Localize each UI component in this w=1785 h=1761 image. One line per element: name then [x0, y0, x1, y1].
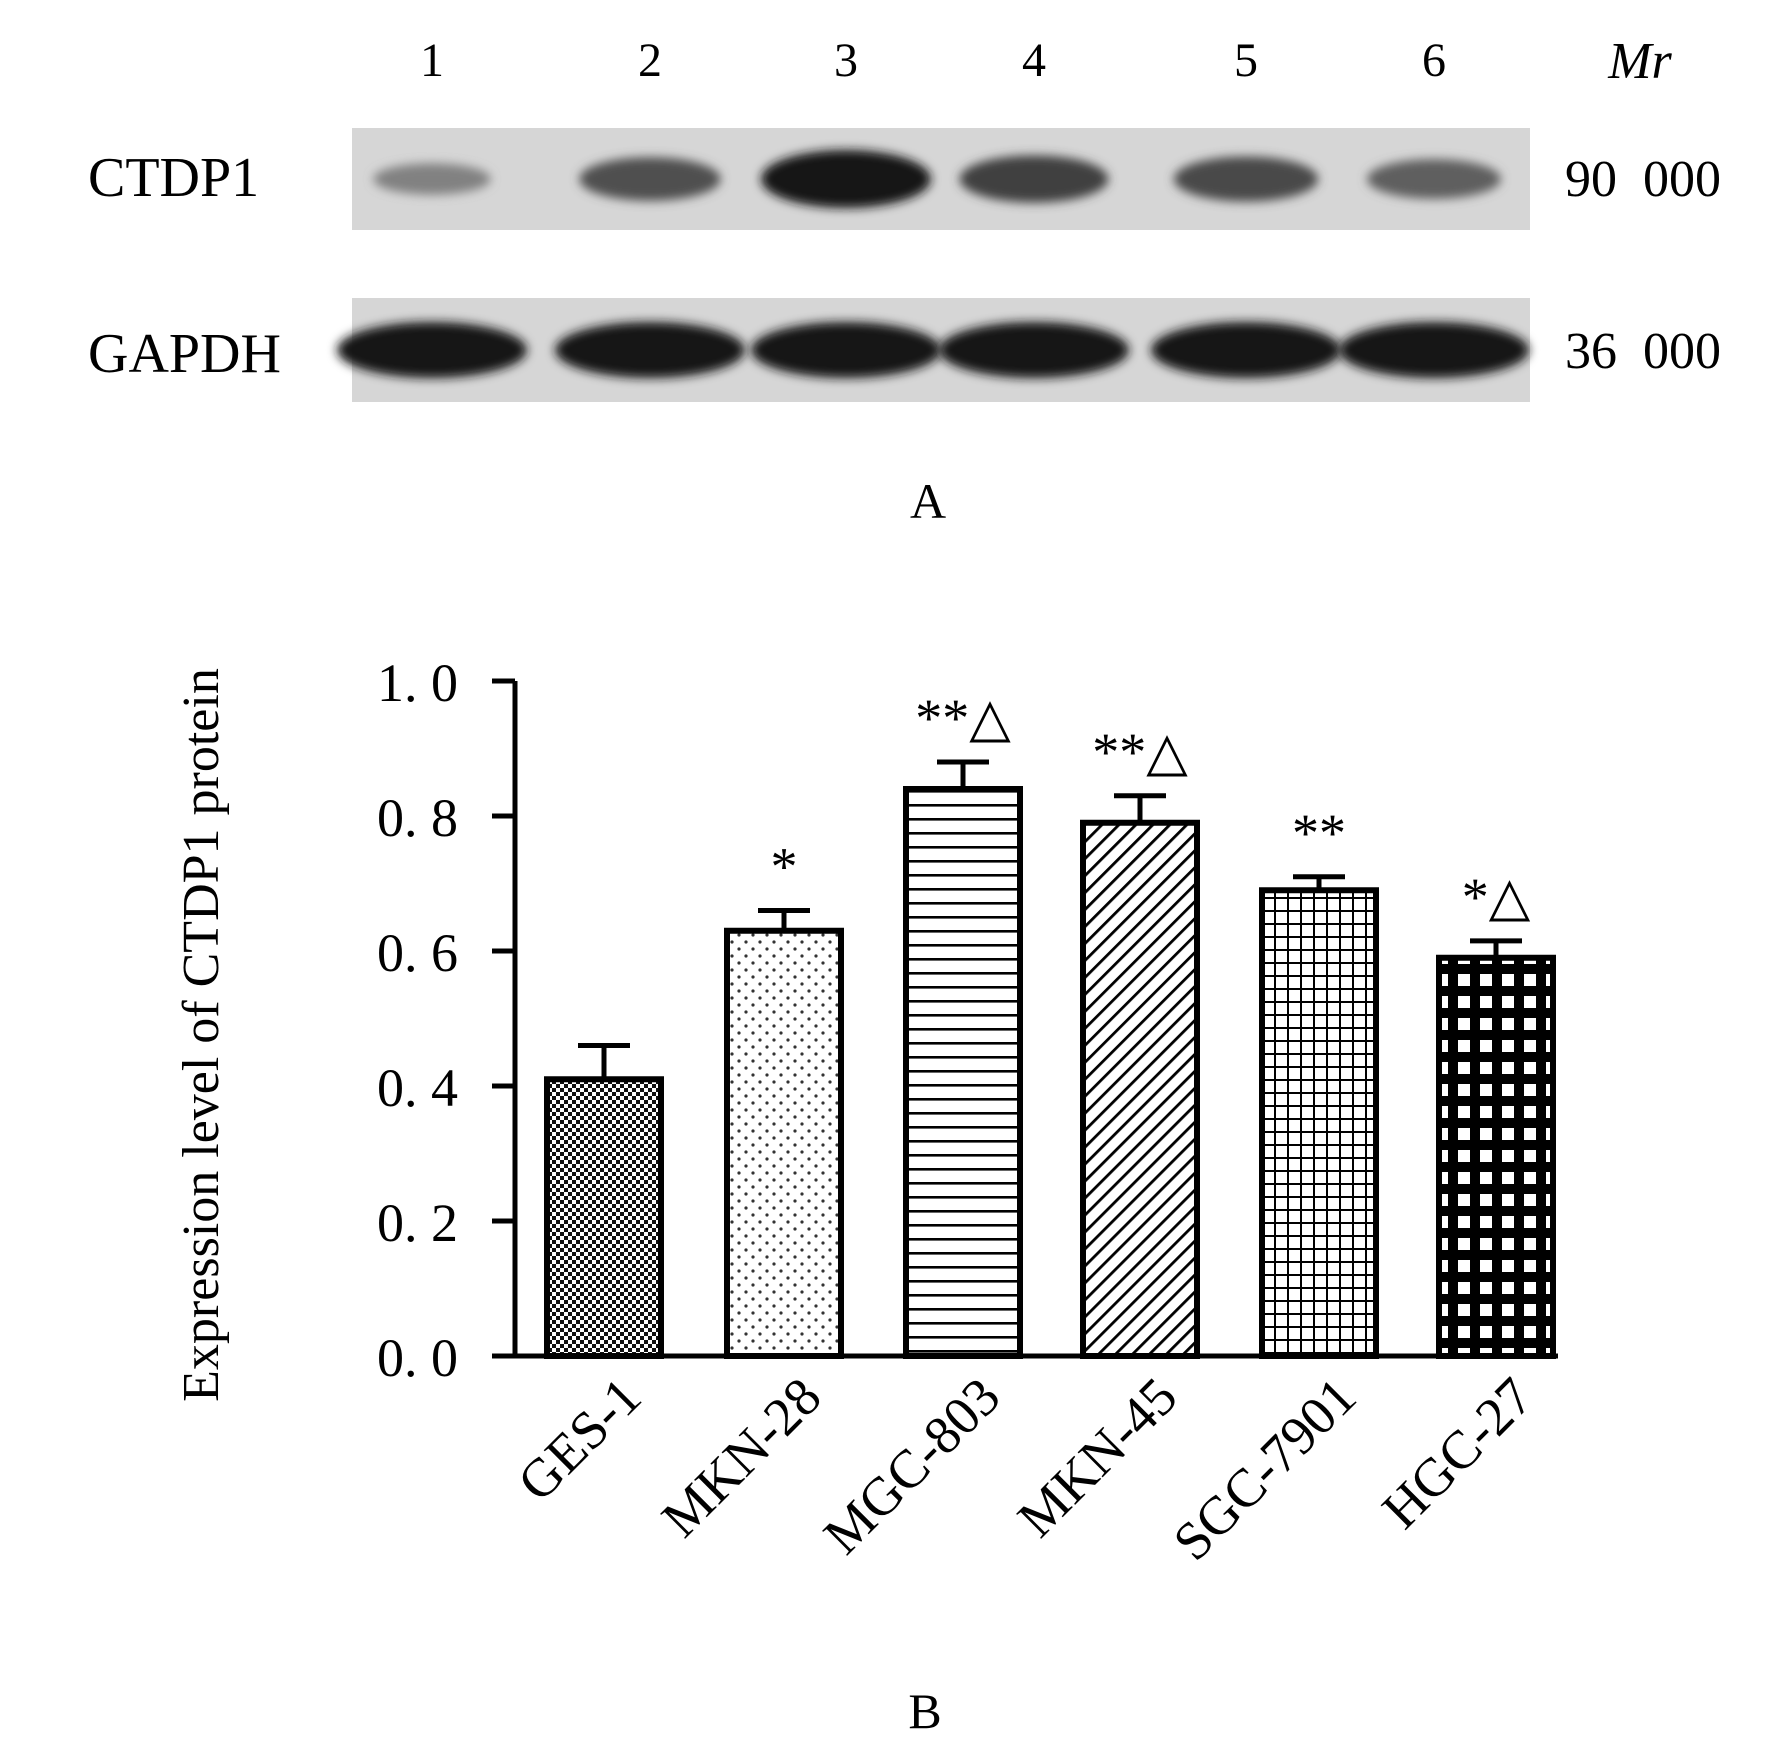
y-tick-label: 0. 0	[377, 1328, 458, 1388]
significance-annotation: **△	[915, 688, 1011, 748]
y-tick-label: 0. 4	[377, 1058, 458, 1118]
bar	[724, 927, 844, 1359]
bar	[1080, 819, 1200, 1359]
lane-number: 3	[834, 34, 858, 87]
y-axis-title: Expression level of CTDP1 protein	[173, 668, 230, 1402]
gapdh-band	[1151, 322, 1341, 378]
x-tick-label: MKN-45	[1006, 1366, 1188, 1548]
x-tick-label: MKN-28	[650, 1366, 832, 1548]
significance-annotation: **△	[1092, 722, 1188, 782]
bars: ***△**△***△	[544, 688, 1556, 1359]
western-blot-panel: 1 2 3 4 5 6 Mr CTDP1 90 000 GAPDH 36 000…	[88, 33, 1721, 529]
bar	[1259, 887, 1379, 1359]
gapdh-band	[337, 322, 527, 378]
gapdh-band	[939, 322, 1129, 378]
ctdp1-mr-value: 90 000	[1565, 151, 1721, 208]
significance-annotation: *	[771, 837, 798, 897]
significance-annotation: *△	[1462, 867, 1531, 927]
ctdp1-bands	[373, 150, 1501, 208]
bar-chart-panel: Expression level of CTDP1 protein 0. 00.…	[173, 653, 1558, 1739]
mr-label: Mr	[1607, 33, 1672, 90]
bar	[1436, 954, 1556, 1359]
x-tick-label: GES-1	[506, 1366, 652, 1512]
x-tick-label: MGC-803	[812, 1366, 1011, 1565]
panel-b-label: B	[908, 1683, 941, 1739]
gapdh-band	[1339, 322, 1529, 378]
y-tick-label: 0. 6	[377, 923, 458, 983]
ctdp1-band	[1173, 156, 1319, 202]
ctdp1-blot-membrane	[352, 128, 1530, 230]
y-tick-label: 0. 8	[377, 788, 458, 848]
bar	[903, 786, 1023, 1359]
panel-a-label: A	[910, 473, 946, 529]
significance-annotation: **	[1292, 803, 1346, 863]
lane-number: 5	[1234, 34, 1258, 87]
y-tick-label: 1. 0	[377, 653, 458, 713]
lane-number: 1	[420, 34, 444, 87]
ctdp1-band	[761, 150, 931, 208]
ctdp1-band	[579, 157, 721, 201]
gapdh-mr-value: 36 000	[1565, 323, 1721, 380]
gapdh-bands	[337, 322, 1529, 378]
ctdp1-band	[959, 155, 1109, 203]
y-axis-ticks: 0. 0 0. 2 0. 4 0. 6 0. 8 1. 0	[377, 653, 515, 1388]
lane-number: 6	[1422, 34, 1446, 87]
x-tick-label: HGC-27	[1371, 1366, 1545, 1540]
ctdp1-band	[373, 163, 491, 195]
gapdh-row-label: GAPDH	[88, 323, 281, 385]
ctdp1-row-label: CTDP1	[88, 147, 259, 209]
ctdp1-band	[1367, 159, 1501, 199]
lane-number: 2	[638, 34, 662, 87]
y-tick-label: 0. 2	[377, 1193, 458, 1253]
bar	[544, 1076, 664, 1359]
lane-number: 4	[1022, 34, 1046, 87]
gapdh-band	[751, 322, 941, 378]
gapdh-band	[555, 322, 745, 378]
x-tick-label: SGC-7901	[1162, 1366, 1368, 1572]
